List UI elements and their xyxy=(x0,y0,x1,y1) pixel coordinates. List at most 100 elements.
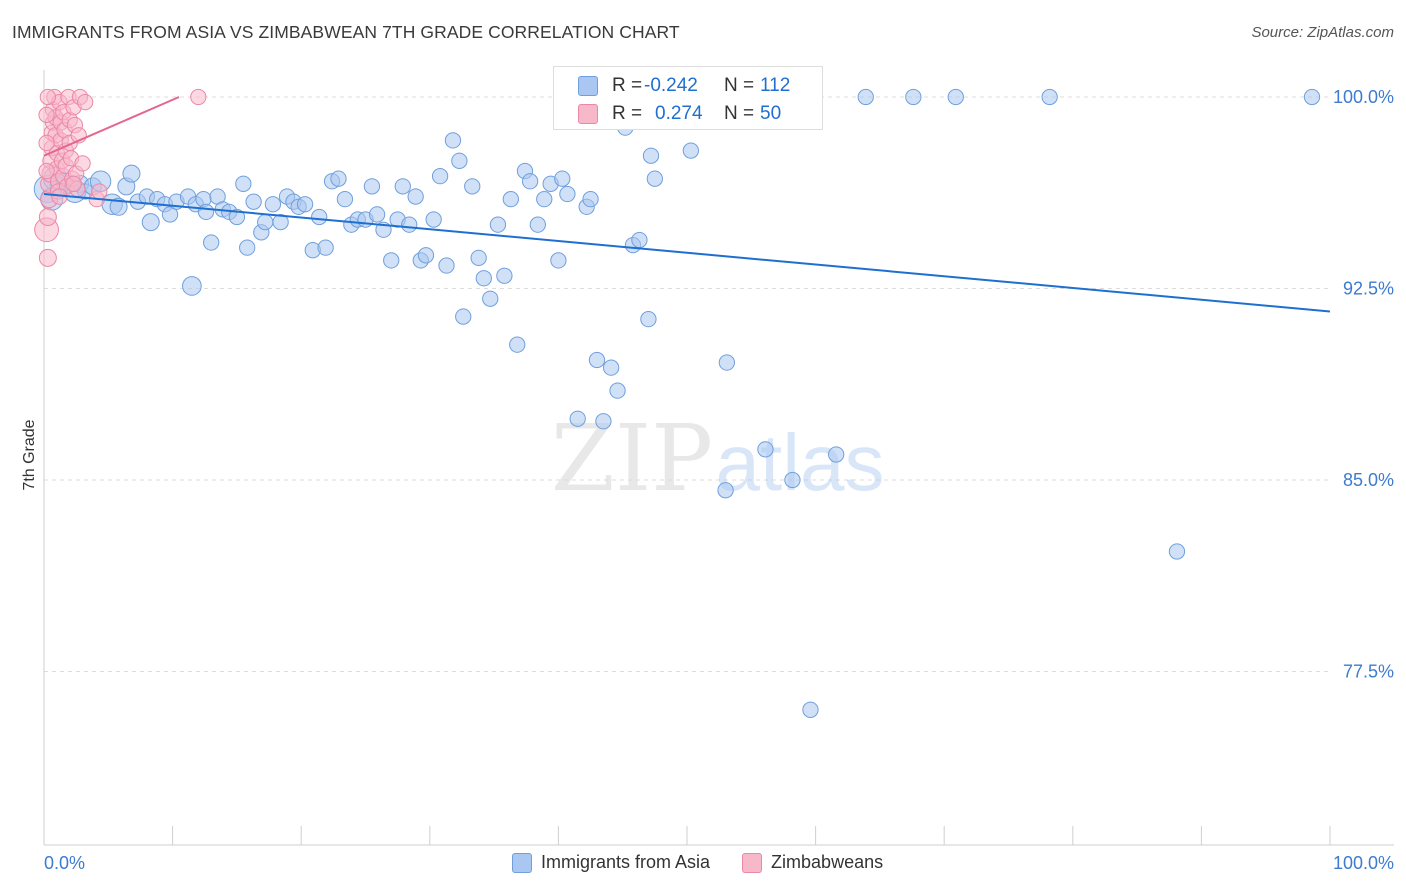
point-asia xyxy=(470,249,487,267)
point-asia xyxy=(550,252,567,269)
asia-r-value: -0.242 xyxy=(644,75,698,96)
point-zim xyxy=(38,106,55,124)
asia-r-label: R = xyxy=(612,75,643,96)
point-asia xyxy=(640,310,657,328)
zim-n-label: N = xyxy=(724,103,755,124)
point-asia xyxy=(257,213,274,231)
point-asia xyxy=(828,446,845,463)
point-asia xyxy=(311,208,328,226)
trend-line-asia xyxy=(43,193,1331,313)
point-asia xyxy=(203,234,220,251)
point-asia xyxy=(1041,88,1058,106)
point-asia xyxy=(496,267,513,284)
point-asia xyxy=(509,336,526,353)
point-asia xyxy=(482,290,499,307)
point-asia xyxy=(272,213,289,231)
y-tick-label: 100.0% xyxy=(1333,87,1394,107)
point-asia xyxy=(109,197,128,216)
point-asia xyxy=(363,178,381,195)
point-asia xyxy=(330,170,347,187)
series-asia-points xyxy=(33,88,1321,718)
point-asia xyxy=(444,132,462,149)
point-asia xyxy=(401,216,418,233)
series-zim-points xyxy=(34,88,207,267)
point-asia xyxy=(1303,88,1321,106)
stats-row-asia: R = -0.242 N = 112 xyxy=(578,73,790,99)
point-asia xyxy=(141,213,160,232)
point-asia xyxy=(582,190,599,208)
source-label: Source: ZipAtlas.com xyxy=(1251,24,1394,41)
zim-r-value: 0.274 xyxy=(655,103,703,124)
point-asia xyxy=(407,188,424,205)
point-asia xyxy=(905,88,922,106)
point-zim xyxy=(77,93,94,111)
watermark-atlas: atlas xyxy=(716,418,885,507)
point-zim xyxy=(190,88,207,106)
y-tick-label: 77.5% xyxy=(1343,662,1394,682)
point-asia xyxy=(609,382,626,399)
legend-item-zim[interactable]: Zimbabweans xyxy=(742,852,883,873)
y-axis-label: 7th Grade xyxy=(21,419,38,490)
zim-swatch xyxy=(578,104,598,124)
point-asia xyxy=(455,308,472,325)
point-asia xyxy=(394,178,411,195)
trend-line-zim xyxy=(43,96,180,157)
point-asia xyxy=(368,206,386,223)
point-asia xyxy=(489,216,507,233)
point-asia xyxy=(717,482,734,499)
point-asia xyxy=(529,216,546,233)
point-asia xyxy=(521,173,539,190)
asia-n-value: 112 xyxy=(760,75,791,96)
point-asia xyxy=(431,168,449,185)
legend-zim-swatch xyxy=(742,852,763,873)
y-tick-label: 85.0% xyxy=(1343,470,1394,490)
point-asia xyxy=(588,351,606,369)
point-asia xyxy=(642,147,660,164)
stats-row-zim: R = 0.274 N = 50 xyxy=(578,101,781,127)
point-asia xyxy=(682,142,700,159)
point-asia xyxy=(451,152,468,169)
legend-zim-label: Zimbabweans xyxy=(771,852,884,872)
point-asia xyxy=(245,193,262,210)
point-zim xyxy=(38,208,57,227)
y-tick-labels: 77.5% 85.0% 92.5% 100.0% xyxy=(1333,87,1394,682)
asia-swatch xyxy=(578,76,598,96)
legend-asia-swatch xyxy=(512,852,532,873)
point-zim xyxy=(38,134,55,152)
point-asia xyxy=(235,175,252,192)
point-zim xyxy=(39,88,57,106)
point-asia xyxy=(857,88,874,106)
point-asia xyxy=(161,206,179,223)
trend-lines xyxy=(43,96,1331,313)
point-asia xyxy=(559,185,576,203)
legend-item-asia[interactable]: Immigrants from Asia xyxy=(512,852,710,873)
point-asia xyxy=(784,471,801,489)
point-asia xyxy=(602,359,620,376)
point-asia xyxy=(264,196,282,213)
legend-asia-label: Immigrants from Asia xyxy=(541,852,711,872)
point-asia xyxy=(383,252,400,269)
stats-legend-box: R = -0.242 N = 112 R = 0.274 N = 50 xyxy=(553,66,823,130)
point-asia xyxy=(536,190,553,208)
point-asia xyxy=(502,190,519,208)
point-zim xyxy=(91,183,108,200)
point-asia xyxy=(336,190,354,208)
watermark: ZIP atlas xyxy=(551,405,885,512)
point-zim xyxy=(38,162,55,180)
point-asia xyxy=(569,410,586,427)
point-asia xyxy=(239,239,256,256)
point-asia xyxy=(464,178,481,195)
point-asia xyxy=(718,354,736,371)
chart-title: IMMIGRANTS FROM ASIA VS ZIMBABWEAN 7TH G… xyxy=(12,22,680,42)
point-asia xyxy=(182,276,202,296)
point-asia xyxy=(475,270,492,287)
point-asia xyxy=(595,413,612,430)
point-zim xyxy=(38,248,57,267)
zim-n-value: 50 xyxy=(760,103,782,124)
point-asia xyxy=(1168,543,1186,560)
point-asia xyxy=(122,164,141,183)
x-tick-label-max: 100.0% xyxy=(1333,853,1394,873)
point-zim xyxy=(74,155,91,172)
x-tick-label-min: 0.0% xyxy=(44,853,85,873)
